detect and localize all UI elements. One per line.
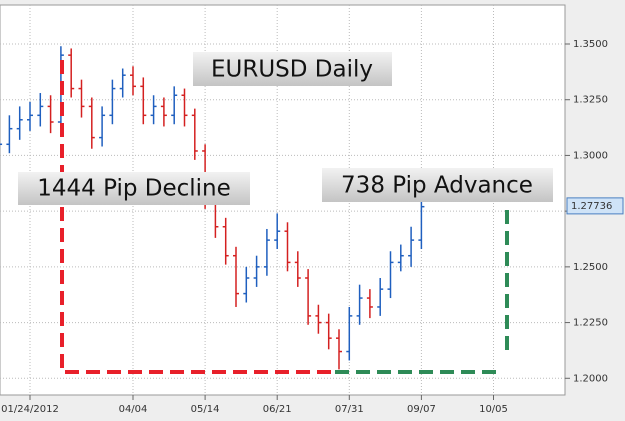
title-box bbox=[193, 52, 392, 86]
x-tick-label: 01/24/2012 bbox=[1, 404, 59, 415]
x-tick-label: 09/07 bbox=[407, 404, 436, 415]
x-tick-label: 06/21 bbox=[263, 404, 292, 415]
annotation-box bbox=[18, 172, 250, 205]
chart-title: EURUSD Daily bbox=[211, 57, 373, 83]
annotation: 738 Pip Advance bbox=[341, 173, 533, 199]
last-price-label: 1.27736 bbox=[571, 201, 612, 212]
decline-line bbox=[60, 60, 335, 374]
measure-lines bbox=[60, 60, 509, 374]
x-tick-label: 10/05 bbox=[479, 404, 508, 415]
annotation-box bbox=[322, 168, 553, 202]
y-tick-label: 1.3000 bbox=[573, 150, 608, 161]
y-tick-label: 1.2500 bbox=[573, 262, 608, 273]
x-tick-label: 07/31 bbox=[335, 404, 364, 415]
y-tick-label: 1.3250 bbox=[573, 95, 608, 106]
x-tick-label: 05/14 bbox=[191, 404, 220, 415]
y-tick-label: 1.2250 bbox=[573, 318, 608, 329]
x-tick-label: 04/04 bbox=[119, 404, 148, 415]
y-tick-label: 1.2000 bbox=[573, 373, 608, 384]
y-tick-label: 1.3500 bbox=[573, 39, 608, 50]
annotation: 1444 Pip Decline bbox=[37, 176, 231, 202]
last-price-box bbox=[566, 197, 624, 215]
